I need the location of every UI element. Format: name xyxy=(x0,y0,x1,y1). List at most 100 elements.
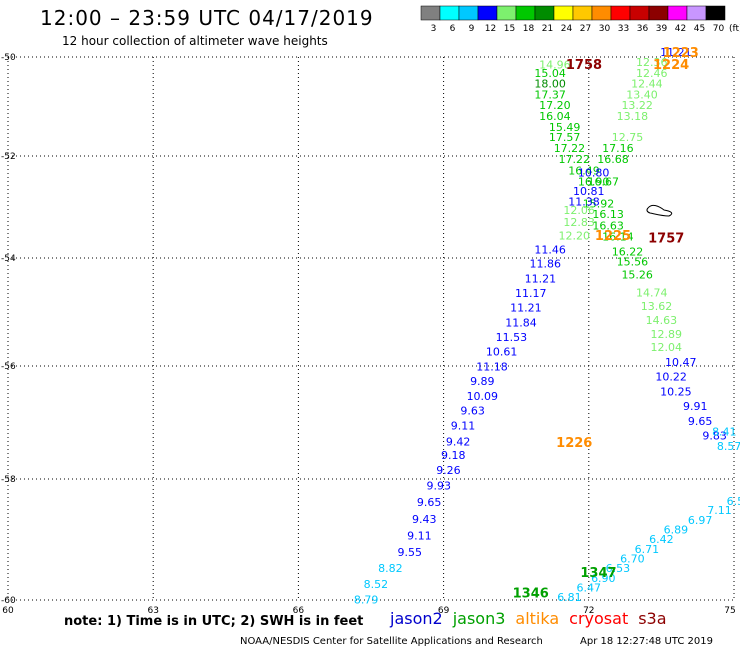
wave-height-value: 13.62 xyxy=(641,300,673,313)
wave-height-value: 11.84 xyxy=(505,317,537,330)
wave-height-value: 9.11 xyxy=(407,530,432,543)
wave-height-value: 15.56 xyxy=(617,256,649,269)
wave-height-value: 13.22 xyxy=(621,99,653,112)
legend-label: 30 xyxy=(599,24,611,34)
wave-height-value: 10.22 xyxy=(655,371,687,384)
wave-height-value: 12.20 xyxy=(559,230,591,243)
wave-height-value: 6.47 xyxy=(577,582,602,595)
wave-height-value: 12.04 xyxy=(650,341,682,354)
pass-time-label: 1226 xyxy=(556,436,592,451)
wave-height-value: 6.53 xyxy=(606,562,631,575)
legend-label: 45 xyxy=(694,24,705,34)
wave-height-value: 16.90 xyxy=(578,176,610,189)
wave-height-value: 17.57 xyxy=(549,131,581,144)
lat-tick-label: -60 xyxy=(1,596,16,606)
credit-line: NOAA/NESDIS Center for Satellite Applica… xyxy=(240,636,543,647)
wave-height-value: 12.89 xyxy=(650,328,682,341)
wave-height-value: 16.49 xyxy=(568,164,600,177)
wave-height-value: 14.74 xyxy=(636,286,668,299)
pass-time-label: 1347 xyxy=(580,566,616,581)
wave-height-value: 16.04 xyxy=(539,110,571,123)
legend-swatch-3 xyxy=(420,5,441,21)
pass-time-label: 1224 xyxy=(653,58,689,73)
wave-height-value: 8.41 xyxy=(712,425,737,438)
wave-height-value: 17.16 xyxy=(602,142,634,155)
legend-label: 27 xyxy=(580,24,591,34)
wave-height-value: 17.22 xyxy=(554,142,586,155)
legend-swatch-27 xyxy=(572,5,593,21)
legend-label: 15 xyxy=(504,24,515,34)
wave-height-value: 9.26 xyxy=(436,464,461,477)
wave-height-value: 8.57 xyxy=(717,440,740,453)
generated-timestamp: Apr 18 12:27:48 UTC 2019 xyxy=(580,636,713,647)
wave-height-value: 17.22 xyxy=(559,153,591,166)
legend-swatch-9 xyxy=(458,5,479,21)
wave-height-value: 9.65 xyxy=(417,496,442,509)
legend-swatch-24 xyxy=(553,5,574,21)
wave-height-value: 14.96 xyxy=(539,58,571,71)
legend-swatch-70 xyxy=(705,5,726,21)
legend-label: 9 xyxy=(469,24,475,34)
legend-label: 36 xyxy=(637,24,649,34)
wave-height-value: 8.79 xyxy=(354,594,379,607)
pass-time-label: 1758 xyxy=(566,58,602,73)
wave-height-value: 9.11 xyxy=(451,419,476,432)
wave-height-value: 6.54 xyxy=(727,495,740,508)
wave-height-value: 11.21 xyxy=(510,301,542,314)
wave-height-value: 7.11 xyxy=(707,504,732,517)
wave-height-values: 14.9615.0418.0017.3717.2016.0415.4917.57… xyxy=(354,46,740,607)
wave-height-value: 15.04 xyxy=(534,67,566,80)
satellite-cryosat: cryosat xyxy=(569,609,629,628)
wave-height-value: 15.26 xyxy=(621,269,653,282)
wave-height-value: 16.67 xyxy=(588,176,620,189)
wave-height-value: 16.68 xyxy=(597,153,629,166)
legend-label: 24 xyxy=(561,24,573,34)
legend-label: 3 xyxy=(431,24,437,34)
map-subtitle: 12 hour collection of altimeter wave hei… xyxy=(62,34,328,48)
pass-time-label: 1223 xyxy=(663,46,699,61)
wave-height-value: 11.21 xyxy=(660,46,692,59)
wave-height-value: 12.36 xyxy=(636,56,668,69)
legend-label: 6 xyxy=(450,24,456,34)
wave-height-value: 11.18 xyxy=(476,361,508,374)
satellite-legend: jason2 jason3 altika cryosat s3a xyxy=(390,609,677,628)
lon-tick-label: 60 xyxy=(2,606,14,616)
wave-height-value: 9.93 xyxy=(427,479,452,492)
legend-label: 33 xyxy=(618,24,629,34)
wave-height-value: 6.90 xyxy=(591,572,616,585)
wave-height-value: 9.55 xyxy=(397,546,422,559)
wave-height-value: 16.13 xyxy=(592,208,624,221)
lat-tick-label: -54 xyxy=(1,254,16,264)
lon-tick-label: 72 xyxy=(583,606,594,616)
wave-height-value: 12.46 xyxy=(636,67,668,80)
legend-swatch-39 xyxy=(648,5,669,21)
legend-swatch-12 xyxy=(477,5,498,21)
wave-height-value: 11.21 xyxy=(525,272,557,285)
legend-swatch-15 xyxy=(496,5,517,21)
legend-label: 42 xyxy=(675,24,686,34)
legend-swatch-42 xyxy=(667,5,688,21)
wave-height-value: 9.18 xyxy=(441,449,466,462)
wave-height-value: 6.71 xyxy=(635,543,660,556)
lon-tick-label: 63 xyxy=(147,606,158,616)
pass-time-label: 1757 xyxy=(648,232,684,247)
wave-height-value: 6.97 xyxy=(688,514,713,527)
legend-label: 70 xyxy=(713,24,725,34)
wave-height-value: 16.14 xyxy=(602,231,634,244)
wave-height-value: 9.63 xyxy=(460,405,485,418)
legend-label: 21 xyxy=(542,24,553,34)
wave-height-value: 10.81 xyxy=(573,185,605,198)
wave-height-value: 12.44 xyxy=(631,78,663,91)
wave-height-value: 12.75 xyxy=(612,131,644,144)
legend-swatch-6 xyxy=(439,5,460,21)
wave-height-value: 12.83 xyxy=(563,216,595,229)
wave-height-value: 10.25 xyxy=(660,385,692,398)
lat-tick-label: -52 xyxy=(1,152,16,162)
wave-height-value: 16.22 xyxy=(612,245,644,258)
pass-time-label: 1225 xyxy=(595,229,631,244)
lat-tick-label: -56 xyxy=(1,362,16,372)
wave-height-value: 6.42 xyxy=(649,533,674,546)
wave-height-value: 10.09 xyxy=(467,390,499,403)
wave-height-value: 9.65 xyxy=(688,415,713,428)
